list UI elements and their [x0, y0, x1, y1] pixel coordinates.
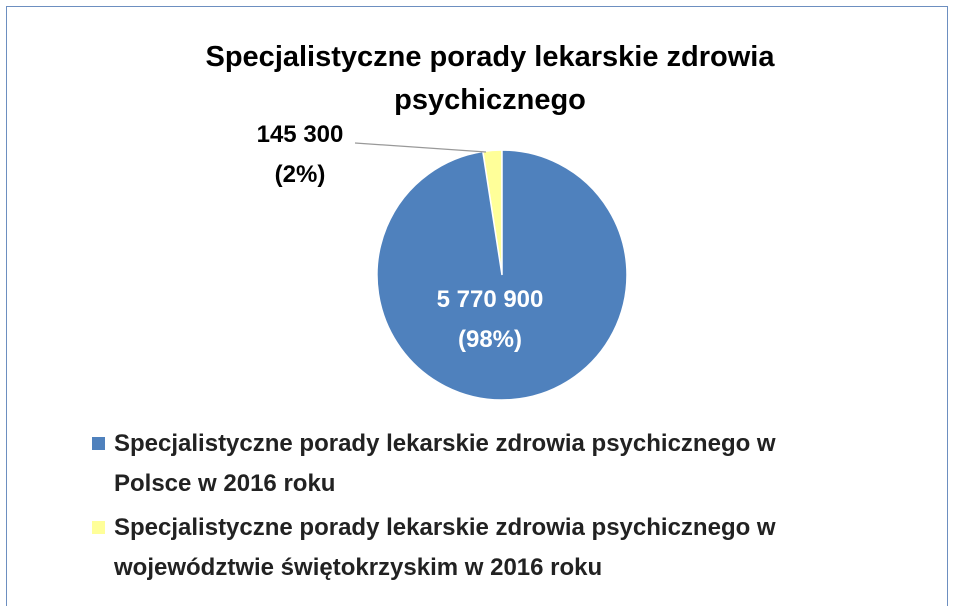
legend: Specjalistyczne porady lekarskie zdrowia…	[92, 424, 834, 592]
data-label: 145 300 (2%)	[220, 115, 380, 195]
value-label: 145 300	[256, 121, 344, 148]
value-label: 5 770 900	[436, 286, 544, 313]
legend-entry: Specjalistyczne porady lekarskie zdrowia…	[92, 508, 834, 588]
percent-label: (98%)	[457, 326, 523, 353]
legend-label: Specjalistyczne porady lekarskie zdrowia…	[114, 514, 776, 581]
legend-swatch	[92, 437, 105, 450]
leader-line	[354, 142, 487, 153]
legend-entry: Specjalistyczne porady lekarskie zdrowia…	[92, 424, 834, 504]
data-label: 5 770 900 (98%)	[400, 280, 580, 360]
chart-frame	[6, 6, 948, 606]
percent-label: (2%)	[274, 161, 326, 188]
legend-swatch	[92, 521, 105, 534]
pie-slice	[376, 149, 628, 401]
legend-label: Specjalistyczne porady lekarskie zdrowia…	[114, 430, 776, 497]
chart-title: Specjalistyczne porady lekarskie zdrowia…	[205, 41, 775, 116]
